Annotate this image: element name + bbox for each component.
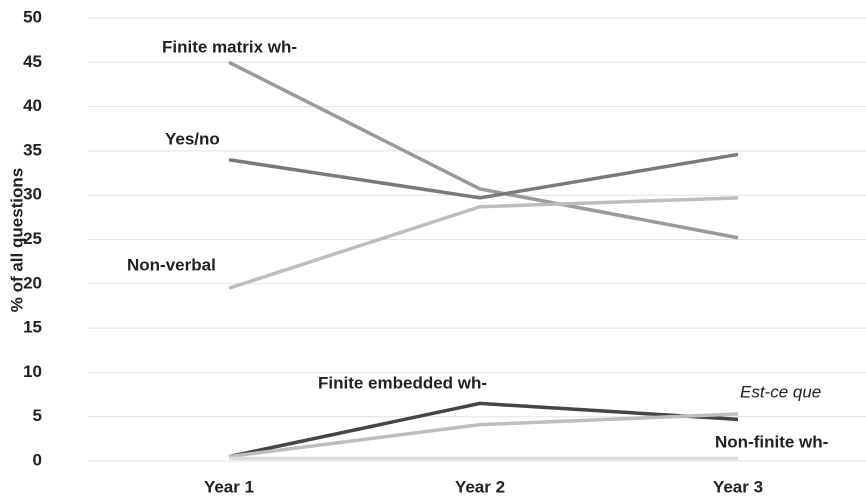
series-label: Yes/no (165, 129, 220, 148)
y-tick-label: 45 (23, 52, 42, 71)
y-tick-label: 25 (23, 229, 42, 248)
series-line (228, 152, 739, 200)
series-label: Est-ce que (740, 382, 821, 401)
y-tick-label: 40 (23, 96, 42, 115)
x-tick-label: Year 1 (204, 477, 254, 496)
x-tick-label: Year 3 (713, 477, 763, 496)
y-axis-title: % of all questions (7, 168, 26, 313)
series-label: Non-verbal (127, 255, 216, 274)
y-tick-label: 35 (23, 140, 42, 159)
x-tick-label: Year 2 (455, 477, 505, 496)
y-tick-label: 5 (33, 406, 42, 425)
series-line (228, 401, 739, 459)
y-tick-label: 30 (23, 185, 42, 204)
series-line (228, 196, 739, 290)
y-tick-label: 15 (23, 318, 42, 337)
y-tick-label: 50 (23, 7, 42, 26)
y-tick-label: 20 (23, 273, 42, 292)
series-label: Finite matrix wh- (162, 37, 297, 56)
series-line (228, 60, 739, 240)
series-line (228, 412, 739, 459)
series-label: Finite embedded wh- (318, 373, 487, 392)
y-tick-label: 10 (23, 362, 42, 381)
y-tick-label: 0 (33, 450, 42, 469)
series-label: Non-finite wh- (715, 432, 828, 451)
